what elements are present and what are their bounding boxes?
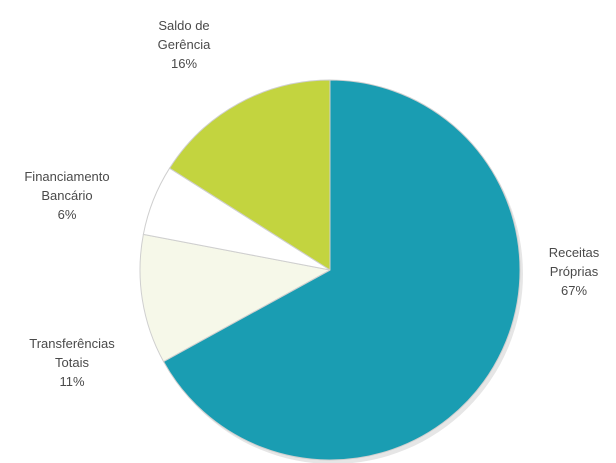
pie-slices	[139, 79, 523, 463]
slice-label-transferencias-line2: Totais	[55, 355, 89, 370]
slice-label-transferencias-line1: Transferências	[29, 336, 115, 351]
slice-value-receitas: 67%	[561, 283, 587, 298]
slice-label-receitas-line2: Próprias	[550, 264, 599, 279]
slice-value-financiamento: 6%	[58, 207, 77, 222]
pie-labels: Receitas Próprias 67% Transferências Tot…	[24, 18, 599, 389]
slice-label-saldo-line1: Saldo de	[158, 18, 209, 33]
slice-label-financiamento-line1: Financiamento	[24, 169, 109, 184]
slice-label-saldo-line2: Gerência	[158, 37, 212, 52]
slice-value-transferencias: 11%	[59, 374, 84, 389]
slice-label-financiamento-line2: Bancário	[41, 188, 92, 203]
pie-slice-saldo	[169, 79, 331, 271]
slice-label-receitas-line1: Receitas	[549, 245, 600, 260]
pie-slice-transferencias	[139, 233, 331, 363]
slice-value-saldo: 16%	[171, 56, 197, 71]
pie-slice-receitas	[163, 79, 521, 461]
